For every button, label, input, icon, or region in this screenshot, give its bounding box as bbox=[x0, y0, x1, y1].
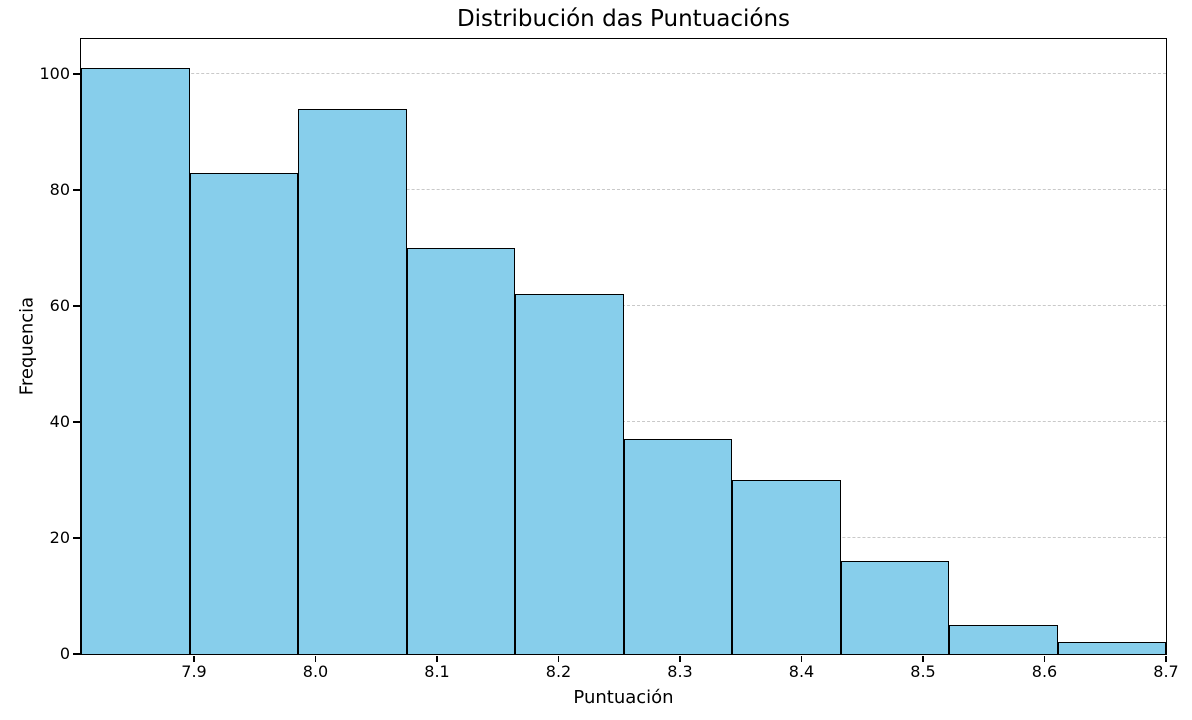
plot-area: 0 20 40 60 80 100 7.9 8.0 8.1 8.2 8.3 8.4 8.5 8.6 8.7 bbox=[39, 38, 1179, 680]
x-tick-label: 8.4 bbox=[788, 662, 815, 681]
histogram-bar bbox=[840, 561, 949, 654]
y-tick-label: 40 bbox=[49, 412, 70, 432]
x-tick-label: 8.3 bbox=[667, 662, 693, 681]
x-tick-label: 8.2 bbox=[545, 662, 572, 681]
histogram-bar bbox=[81, 68, 190, 654]
x-tick-mark bbox=[314, 655, 317, 662]
y-gridline bbox=[81, 305, 1166, 307]
y-axis-label: Frequencia bbox=[16, 296, 38, 396]
y-gridline bbox=[81, 73, 1166, 75]
y-tick-label: 80 bbox=[49, 180, 70, 200]
y-tick-mark bbox=[73, 653, 80, 655]
histogram-bar bbox=[515, 294, 624, 654]
y-tick-label: 0 bbox=[59, 644, 70, 663]
y-tick-label: 100 bbox=[39, 64, 70, 84]
y-gridline bbox=[81, 421, 1166, 423]
x-tick-mark bbox=[1165, 655, 1167, 662]
x-tick-label: 8.0 bbox=[302, 662, 329, 681]
x-tick-mark bbox=[436, 655, 438, 662]
histogram-bar bbox=[406, 248, 515, 654]
y-tick-mark bbox=[73, 537, 80, 539]
x-axis-label: Puntuación bbox=[573, 687, 674, 708]
x-tick-mark bbox=[1043, 655, 1046, 662]
y-gridline bbox=[81, 189, 1166, 191]
x-tick-mark bbox=[679, 655, 681, 662]
y-tick-mark bbox=[73, 305, 80, 307]
y-tick-mark bbox=[73, 73, 80, 75]
y-tick-mark bbox=[73, 421, 80, 423]
histogram-bar bbox=[1057, 642, 1166, 654]
x-tick-mark bbox=[800, 655, 803, 662]
histogram-bar bbox=[623, 439, 732, 654]
x-tick-label: 8.1 bbox=[424, 662, 450, 681]
x-tick-mark bbox=[557, 655, 560, 662]
y-tick-label: 20 bbox=[49, 528, 70, 548]
x-tick-label: 8.5 bbox=[910, 662, 936, 681]
y-tick-label: 60 bbox=[49, 296, 70, 316]
histogram-bar bbox=[949, 625, 1058, 654]
x-tick-mark bbox=[922, 655, 924, 662]
x-tick-label: 8.6 bbox=[1031, 662, 1058, 681]
x-tick-mark bbox=[193, 655, 195, 662]
y-tick-mark bbox=[73, 189, 80, 191]
histogram-bar bbox=[732, 480, 841, 654]
chart-title: Distribución das Puntuacións bbox=[456, 6, 791, 32]
histogram-bar bbox=[189, 172, 298, 654]
histogram-bar bbox=[298, 108, 407, 654]
x-tick-label: 8.7 bbox=[1153, 662, 1179, 681]
x-tick-label: 7.9 bbox=[181, 662, 207, 681]
